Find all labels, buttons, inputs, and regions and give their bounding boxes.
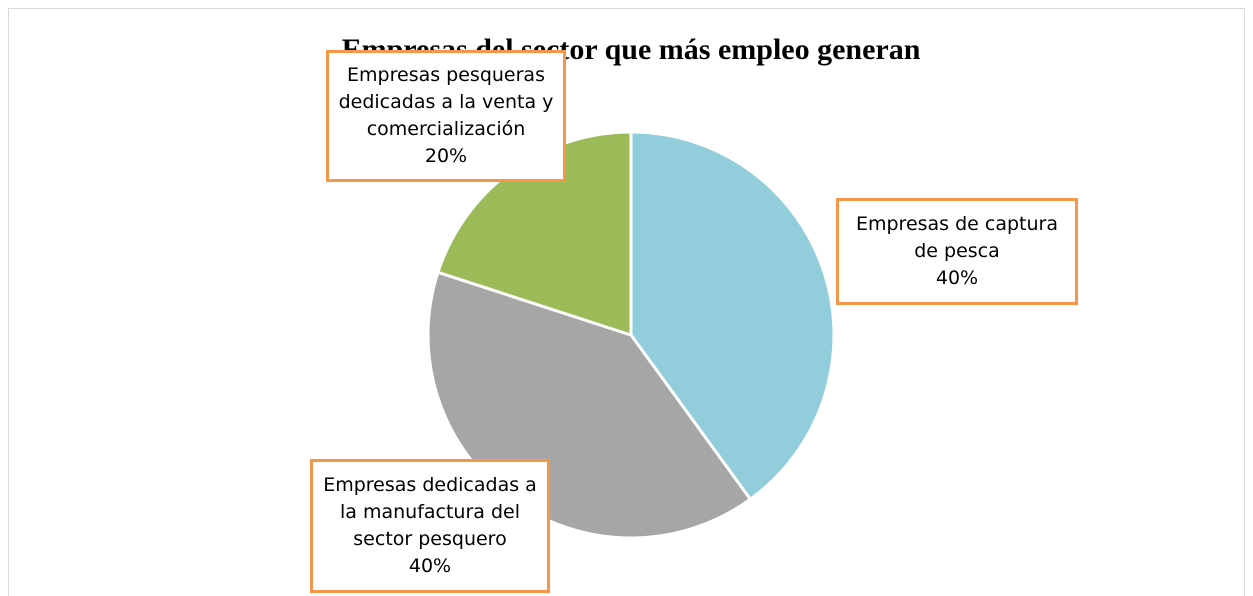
category-label: Empresas de captura de pesca (855, 213, 1059, 262)
category-label: Empresas pesqueras dedicadas a la venta … (338, 64, 554, 140)
category-label: Empresas dedicadas a la manufactura del … (323, 474, 537, 550)
data-label-box: Empresas dedicadas a la manufactura del … (310, 459, 550, 593)
pie-slice (629, 130, 836, 502)
value-label: 20% (424, 145, 468, 167)
data-label: Empresas de captura de pesca 40% (836, 198, 1078, 305)
value-label: 40% (408, 555, 452, 577)
value-label: 40% (935, 267, 979, 289)
data-label: Empresas dedicadas a la manufactura del … (310, 459, 550, 593)
data-label: Empresas pesqueras dedicadas a la venta … (326, 50, 566, 182)
data-label-box: Empresas de captura de pesca 40% (836, 198, 1078, 305)
data-label-box: Empresas pesqueras dedicadas a la venta … (326, 50, 566, 182)
chart-frame (8, 8, 1245, 596)
